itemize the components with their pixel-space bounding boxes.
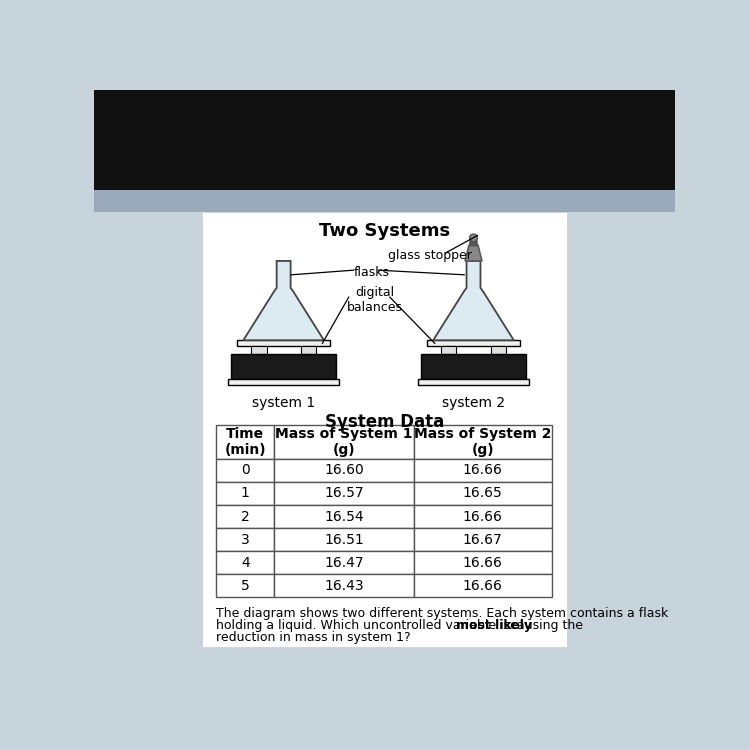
Bar (427, 340, 520, 346)
Polygon shape (433, 316, 514, 340)
Text: reduction in mass in system 1?: reduction in mass in system 1? (216, 632, 411, 644)
Text: holding a liquid. Which uncontrolled variable is: holding a liquid. Which uncontrolled var… (216, 619, 514, 632)
Bar (216, 551, 274, 574)
Bar (251, 346, 266, 354)
Bar (301, 346, 316, 354)
Bar (274, 551, 414, 574)
Polygon shape (465, 245, 482, 261)
Text: 16.66: 16.66 (463, 464, 503, 478)
Bar (216, 482, 274, 505)
Text: 1: 1 (241, 487, 250, 500)
Text: Mass of System 1
(g): Mass of System 1 (g) (275, 427, 412, 457)
Polygon shape (433, 261, 514, 340)
Text: system 1: system 1 (252, 396, 315, 410)
Bar (490, 346, 506, 354)
Text: 16.65: 16.65 (463, 487, 503, 500)
Bar (202, 211, 566, 646)
Bar (441, 346, 457, 354)
Text: 16.57: 16.57 (324, 487, 364, 500)
Text: system 2: system 2 (442, 396, 505, 410)
Bar (274, 528, 414, 551)
Bar (414, 505, 552, 528)
Text: 16.66: 16.66 (463, 579, 503, 593)
Text: digital
balances: digital balances (347, 286, 404, 314)
Text: Mass of System 2
(g): Mass of System 2 (g) (414, 427, 551, 457)
Text: 3: 3 (241, 532, 250, 547)
Bar (274, 459, 414, 482)
Text: 16.51: 16.51 (324, 532, 364, 547)
Polygon shape (470, 238, 477, 245)
Text: Time
(min): Time (min) (224, 427, 266, 457)
Bar (94, 190, 675, 211)
Text: 16.66: 16.66 (463, 509, 503, 524)
Bar (414, 482, 552, 505)
Text: 16.67: 16.67 (463, 532, 503, 547)
Text: 2: 2 (241, 509, 250, 524)
Bar (216, 528, 274, 551)
Text: The diagram shows two different systems. Each system contains a flask: The diagram shows two different systems.… (216, 607, 668, 619)
Bar (274, 574, 414, 598)
Bar (94, 90, 675, 190)
Text: flasks: flasks (353, 266, 389, 278)
Bar (418, 379, 530, 385)
Text: 16.60: 16.60 (324, 464, 364, 478)
Text: 16.43: 16.43 (324, 579, 364, 593)
Text: glass stopper: glass stopper (388, 250, 472, 262)
Text: 4: 4 (241, 556, 250, 570)
Polygon shape (243, 261, 324, 340)
Bar (414, 528, 552, 551)
Bar (274, 505, 414, 528)
Text: 16.47: 16.47 (324, 556, 364, 570)
Circle shape (470, 234, 477, 242)
Bar (216, 425, 274, 459)
Bar (414, 551, 552, 574)
Bar (414, 425, 552, 459)
Text: 16.54: 16.54 (324, 509, 364, 524)
Text: 5: 5 (241, 579, 250, 593)
Bar (414, 574, 552, 598)
Bar (216, 574, 274, 598)
Polygon shape (243, 316, 324, 340)
Bar (421, 354, 526, 379)
Text: 0: 0 (241, 464, 250, 478)
Text: causing the: causing the (506, 619, 583, 632)
Bar (274, 425, 414, 459)
Text: System Data: System Data (325, 413, 444, 430)
Bar (274, 482, 414, 505)
Text: most likely: most likely (457, 619, 532, 632)
Text: Two Systems: Two Systems (319, 223, 450, 241)
Bar (216, 459, 274, 482)
Bar (237, 340, 330, 346)
Bar (414, 459, 552, 482)
Bar (216, 505, 274, 528)
Text: 16.66: 16.66 (463, 556, 503, 570)
Bar (231, 354, 336, 379)
Bar (228, 379, 340, 385)
